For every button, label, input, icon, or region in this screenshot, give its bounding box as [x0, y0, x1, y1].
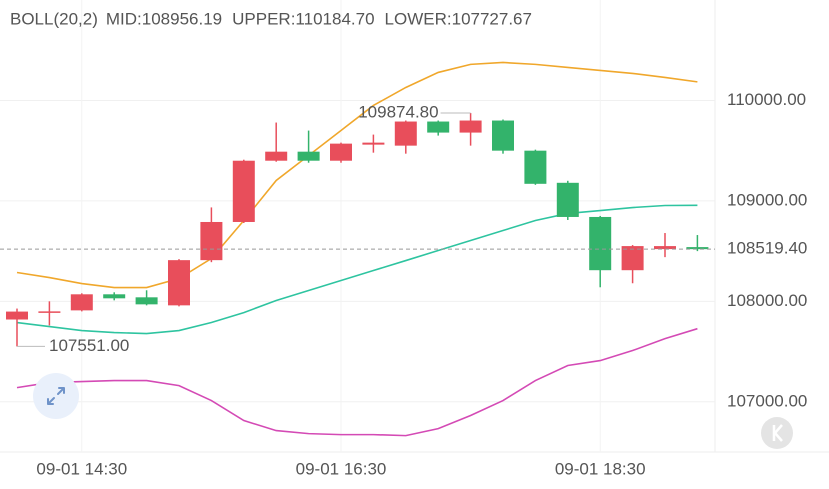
candle-body	[232, 160, 255, 222]
legend-entry: UPPER:110184.70	[232, 9, 374, 28]
x-tick-label: 09-01 18:30	[555, 459, 646, 478]
candle-body	[427, 121, 450, 133]
labels: 107000.00 108000.00 109000.00 110000.00 09-0…	[0, 9, 807, 478]
legend-entry: LOWER:107727.67	[385, 9, 532, 28]
y-tick-label: 108000.00	[727, 291, 807, 310]
candle-body	[135, 297, 158, 305]
candle-body	[556, 182, 579, 217]
candle-body	[297, 151, 320, 161]
bands	[16, 61, 698, 437]
y-tick-label: 109000.00	[727, 190, 807, 209]
legend-title: BOLL(20,2)	[10, 9, 98, 28]
last-price-label: 108519.40	[727, 239, 807, 258]
x-tick-label: 09-01 16:30	[296, 459, 387, 478]
x-tick-label: 09-01 14:30	[36, 459, 127, 478]
band-line	[16, 61, 698, 289]
band-line	[16, 327, 698, 437]
candle-body	[459, 120, 482, 133]
legend-entry: MID:108956.19	[106, 9, 222, 28]
y-tick-label: 107000.00	[727, 391, 807, 410]
candles	[6, 113, 709, 347]
max-marker-label: 109874.80	[358, 103, 438, 122]
candle-body	[200, 221, 223, 261]
candle-body	[589, 216, 612, 271]
y-tick-label: 110000.00	[727, 90, 806, 109]
candle-body	[394, 121, 417, 146]
band-line	[16, 204, 698, 335]
candle-body	[168, 260, 190, 306]
candle-body	[524, 150, 547, 184]
candle-body	[70, 294, 93, 311]
candle-body	[6, 311, 28, 320]
candle-body	[38, 311, 61, 313]
candle-body	[621, 246, 644, 271]
min-marker-label: 107551.00	[49, 336, 129, 355]
candle-body	[654, 246, 676, 250]
candle-body	[103, 294, 126, 299]
candle-body	[686, 247, 709, 250]
candle-body	[362, 142, 385, 145]
candle-body	[265, 151, 288, 161]
expand-button[interactable]	[33, 373, 79, 419]
k-button[interactable]	[761, 417, 793, 449]
candle-body	[330, 143, 352, 161]
candle-body	[492, 120, 514, 151]
